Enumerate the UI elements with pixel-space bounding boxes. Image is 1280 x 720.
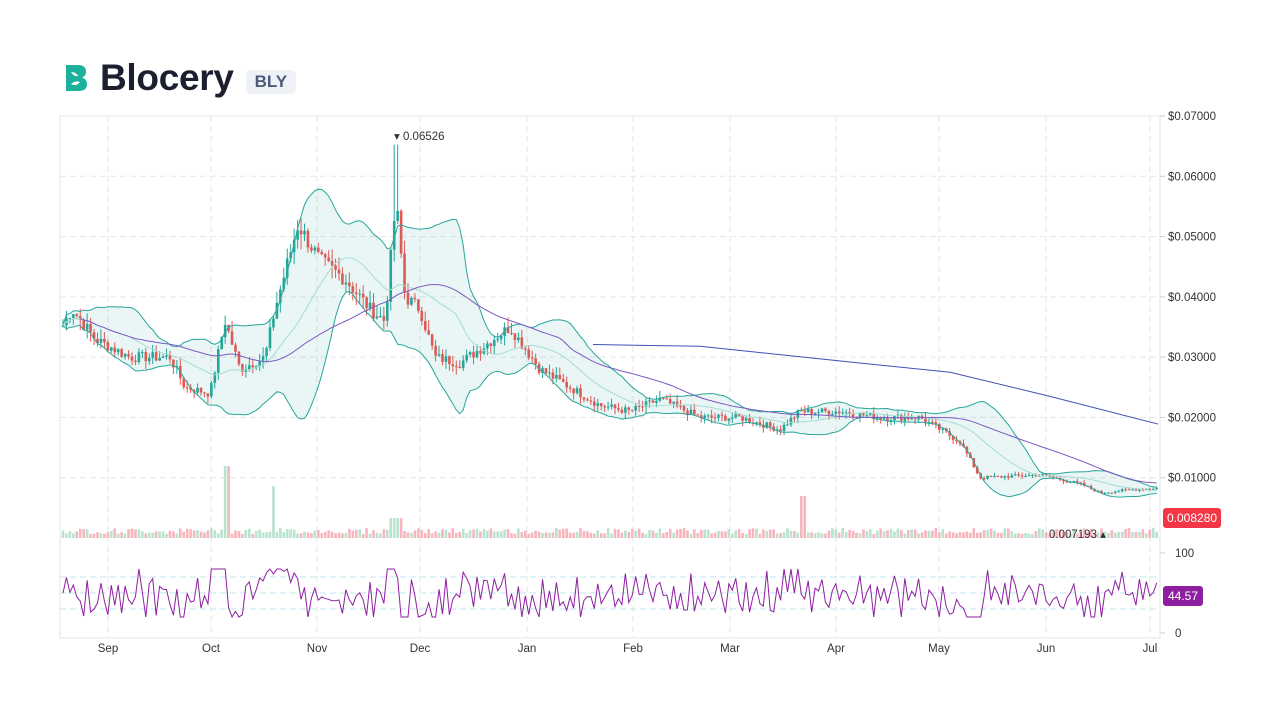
time-axis-label: Sep — [98, 643, 118, 655]
price-axis-label: $0.07000 — [1168, 111, 1216, 123]
price-axis-label: $0.01000 — [1168, 473, 1216, 485]
time-axis-label: Oct — [202, 643, 221, 655]
asset-title: Blocery — [100, 57, 234, 98]
price-axis-label: $0.06000 — [1168, 171, 1216, 183]
rsi-line — [62, 568, 1158, 619]
time-axis-label: Jun — [1037, 643, 1056, 655]
volume-bars — [61, 466, 1158, 538]
time-axis-label: May — [928, 643, 950, 655]
time-axis-label: Jan — [518, 643, 537, 655]
svg-text:100: 100 — [1175, 548, 1194, 560]
sma-50 — [80, 284, 1157, 484]
low-annotation: 0.007193 ▴ — [1049, 529, 1106, 541]
time-axis-label: Feb — [623, 643, 643, 655]
bb-upper — [62, 188, 1157, 488]
chart-header: Blocery BLY — [64, 57, 297, 98]
blocery-logo-icon — [66, 65, 87, 91]
last-price-tag: 0.008280 — [1163, 508, 1222, 528]
svg-text:0: 0 — [1175, 628, 1181, 640]
time-axis-label: Dec — [410, 643, 431, 655]
time-axis-label: Mar — [720, 643, 740, 655]
sma-200 — [592, 343, 1159, 425]
time-axis-label: Nov — [307, 643, 328, 655]
price-axis-label: $0.02000 — [1168, 412, 1216, 424]
price-axis-label: $0.03000 — [1168, 352, 1216, 364]
time-axis-label: Apr — [827, 643, 845, 655]
high-annotation: ▾ 0.06526 — [394, 131, 445, 143]
price-axis-label: $0.05000 — [1168, 232, 1216, 244]
price-axis-label: $0.04000 — [1168, 292, 1216, 304]
ticker-badge: BLY — [245, 70, 297, 94]
time-axis-label: Jul — [1143, 643, 1158, 655]
rsi-value-tag: 44.57 — [1163, 586, 1204, 606]
bb-lower — [62, 290, 1157, 498]
